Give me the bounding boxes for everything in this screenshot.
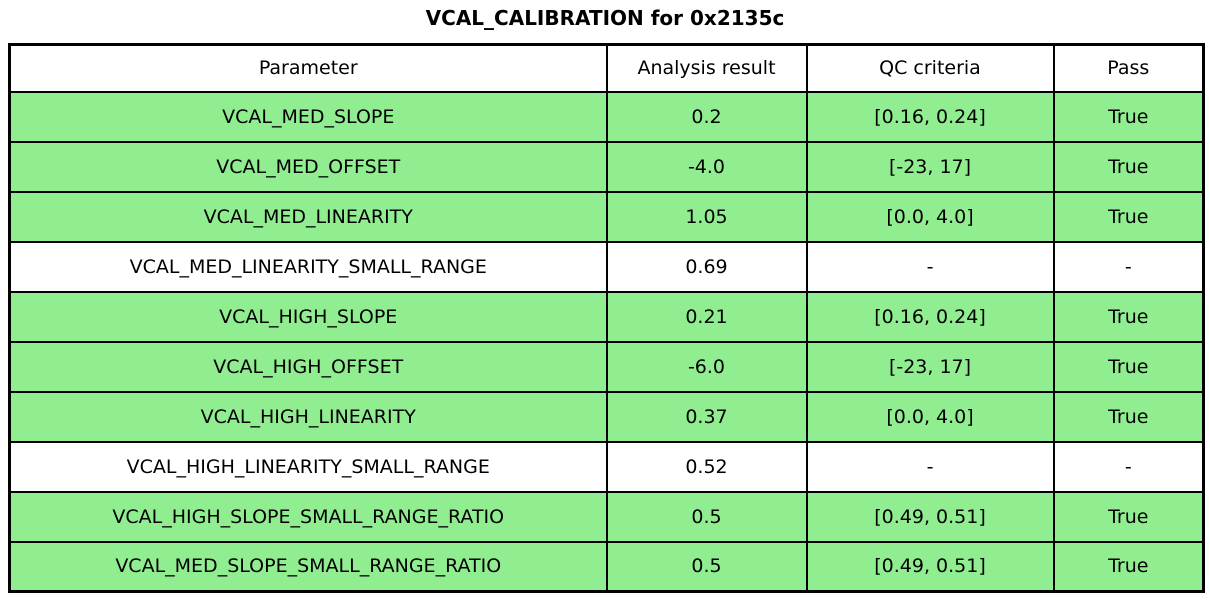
analysis-result-cell: 0.5	[605, 540, 808, 593]
parameter-cell: VCAL_MED_LINEARITY_SMALL_RANGE	[8, 240, 608, 293]
header-row: Parameter Analysis result QC criteria Pa…	[8, 43, 1205, 93]
parameter-cell: VCAL_MED_SLOPE_SMALL_RANGE_RATIO	[8, 540, 608, 593]
table-row: VCAL_HIGH_LINEARITY 0.37 [0.0, 4.0] True	[8, 390, 1205, 443]
pass-cell: True	[1052, 290, 1205, 343]
pass-cell: True	[1052, 90, 1205, 143]
analysis-result-cell: 0.52	[605, 440, 808, 493]
table-row: VCAL_MED_LINEARITY_SMALL_RANGE 0.69- -	[8, 240, 1205, 293]
parameter-cell: VCAL_HIGH_LINEARITY_SMALL_RANGE	[8, 440, 608, 493]
analysis-result-cell: 0.2	[605, 90, 808, 143]
analysis-result-cell: 0.69	[605, 240, 808, 293]
table-row: VCAL_HIGH_SLOPE_SMALL_RANGE_RATIO 0.5 [0.4…	[8, 490, 1205, 543]
table-body: VCAL_MED_SLOPE 0.2 [0.16, 0.24] True VCAL_ME…	[8, 90, 1205, 593]
pass-cell: True	[1052, 490, 1205, 543]
pass-cell: -	[1052, 240, 1205, 293]
parameter-cell: VCAL_HIGH_SLOPE_SMALL_RANGE_RATIO	[8, 490, 608, 543]
table-row: VCAL_MED_OFFSET -4.0 [-23, 17] True	[8, 140, 1205, 193]
table-row: VCAL_HIGH_SLOPE 0.21 [0.16, 0.24] True	[8, 290, 1205, 343]
qc-criteria-table: Parameter Analysis result QC criteria Pa…	[8, 43, 1205, 593]
analysis-result-cell: 1.05	[605, 190, 808, 243]
pass-cell: -	[1052, 440, 1205, 493]
parameter-cell: VCAL_MED_OFFSET	[8, 140, 608, 193]
pass-cell: True	[1052, 190, 1205, 243]
qc-criteria-cell: [0.49, 0.51]	[805, 540, 1055, 593]
parameter-cell: VCAL_HIGH_LINEARITY	[8, 390, 608, 443]
qc-criteria-cell: [0.49, 0.51]	[805, 490, 1055, 543]
pass-cell: True	[1052, 390, 1205, 443]
pass-cell: True	[1052, 140, 1205, 193]
header-analysis-result: Analysis result	[605, 43, 808, 93]
table-row: VCAL_MED_SLOPE_SMALL_RANGE_RATIO 0.5 [0.49…	[8, 540, 1205, 593]
qc-criteria-cell: [0.16, 0.24]	[805, 290, 1055, 343]
table-row: VCAL_HIGH_OFFSET -6.0 [-23, 17] True	[8, 340, 1205, 393]
analysis-result-cell: -4.0	[605, 140, 808, 193]
qc-criteria-cell: [0.0, 4.0]	[805, 390, 1055, 443]
qc-criteria-cell: [0.16, 0.24]	[805, 90, 1055, 143]
qc-criteria-cell: -	[805, 440, 1055, 493]
qc-criteria-cell: [-23, 17]	[805, 140, 1055, 193]
figure-title: VCAL_CALIBRATION for 0x2135c	[425, 6, 785, 30]
table-row: VCAL_HIGH_LINEARITY_SMALL_RANGE 0.52- -	[8, 440, 1205, 493]
parameter-cell: VCAL_MED_SLOPE	[8, 90, 608, 143]
table-row: VCAL_MED_LINEARITY 1.05 [0.0, 4.0] True	[8, 190, 1205, 243]
qc-criteria-cell: [0.0, 4.0]	[805, 190, 1055, 243]
parameter-cell: VCAL_MED_LINEARITY	[8, 190, 608, 243]
parameter-cell: VCAL_HIGH_OFFSET	[8, 340, 608, 393]
parameter-cell: VCAL_HIGH_SLOPE	[8, 290, 608, 343]
analysis-result-cell: 0.5	[605, 490, 808, 543]
analysis-result-cell: 0.21	[605, 290, 808, 343]
pass-cell: True	[1052, 540, 1205, 593]
header-parameter: Parameter	[8, 43, 608, 93]
table-header: Parameter Analysis result QC criteria Pa…	[8, 43, 1205, 93]
header-qc-criteria: QC criteria	[805, 43, 1055, 93]
table-row: VCAL_MED_SLOPE 0.2 [0.16, 0.24] True	[8, 90, 1205, 143]
pass-cell: True	[1052, 340, 1205, 393]
header-pass: Pass	[1052, 43, 1205, 93]
analysis-result-cell: -6.0	[605, 340, 808, 393]
qc-criteria-cell: -	[805, 240, 1055, 293]
analysis-result-cell: 0.37	[605, 390, 808, 443]
qc-criteria-cell: [-23, 17]	[805, 340, 1055, 393]
